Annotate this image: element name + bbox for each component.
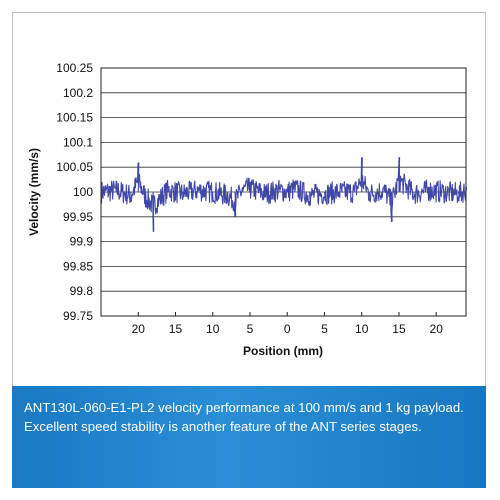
velocity-data-point — [413, 191, 416, 198]
x-tick-label: 20 — [132, 322, 146, 336]
velocity-data-point — [398, 157, 401, 193]
velocity-data-point — [428, 186, 430, 193]
velocity-data-point — [227, 191, 229, 202]
velocity-data-point — [383, 186, 386, 193]
y-tick-label: 99.8 — [70, 284, 94, 298]
x-tick-label: 10 — [355, 322, 369, 336]
velocity-data-point — [145, 191, 147, 207]
velocity-data-point — [309, 191, 311, 202]
y-tick-labels: 100.25 100.2 100.15 100.1 100.05 100 99.95 99.9… — [56, 61, 93, 323]
velocity-data-point — [458, 191, 460, 198]
velocity-data-point — [241, 186, 244, 193]
x-tick-label: 0 — [284, 322, 291, 336]
velocity-data-point — [137, 162, 140, 193]
velocity-data-point — [361, 157, 363, 193]
velocity-data-point — [294, 182, 296, 193]
x-tick-labels: 20 15 10 5 0 5 10 15 20 — [132, 312, 444, 336]
series-layer — [100, 157, 468, 233]
velocity-data-point — [368, 191, 371, 198]
y-tick-label: 100.25 — [56, 61, 93, 75]
velocity-data-point — [197, 186, 199, 193]
velocity-data-point — [279, 186, 281, 193]
x-axis-title: Position (mm) — [243, 344, 323, 358]
velocity-data-point — [234, 191, 237, 217]
velocity-data-point — [390, 191, 393, 222]
y-tick-label: 99.85 — [63, 259, 93, 273]
velocity-series-line — [100, 157, 467, 233]
x-tick-label: 5 — [321, 322, 328, 336]
x-tick-label: 15 — [169, 322, 183, 336]
y-tick-label: 100.1 — [63, 135, 93, 149]
x-tick-label: 10 — [206, 322, 220, 336]
velocity-data-point — [130, 191, 132, 202]
y-tick-label: 100.15 — [56, 111, 93, 125]
y-tick-label: 99.9 — [70, 235, 94, 249]
x-tick-label: 15 — [392, 322, 406, 336]
y-tick-label: 100.05 — [56, 160, 93, 174]
velocity-data-point — [323, 191, 326, 198]
x-tick-label: 20 — [430, 322, 444, 336]
velocity-data-point — [182, 191, 185, 198]
velocity-data-point — [249, 182, 252, 193]
y-axis-title: Velocity (mm/s) — [27, 148, 41, 236]
caption-banner: ANT130L-060-E1-PL2 velocity performance … — [12, 386, 486, 488]
y-tick-label: 100.2 — [63, 86, 93, 100]
chart-frame — [12, 12, 486, 386]
plot-area-border — [100, 67, 467, 317]
caption-text: ANT130L-060-E1-PL2 velocity performance … — [24, 400, 464, 434]
x-tick-label: 5 — [247, 322, 254, 336]
y-tick-label: 100 — [73, 185, 93, 199]
velocity-data-point — [167, 186, 170, 193]
y-tick-label: 99.75 — [63, 309, 93, 323]
velocity-data-point — [264, 191, 267, 198]
y-tick-label: 99.95 — [63, 210, 93, 224]
velocity-data-point — [152, 191, 155, 232]
velocity-data-point — [115, 186, 118, 193]
